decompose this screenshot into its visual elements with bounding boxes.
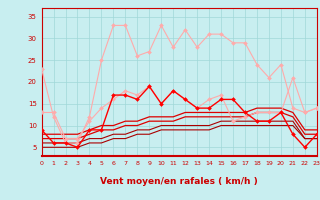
- X-axis label: Vent moyen/en rafales ( km/h ): Vent moyen/en rafales ( km/h ): [100, 177, 258, 186]
